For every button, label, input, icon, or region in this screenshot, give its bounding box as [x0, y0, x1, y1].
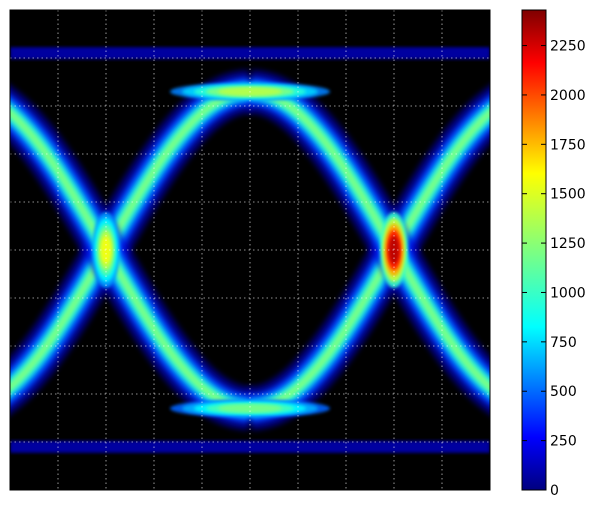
grid [10, 10, 490, 490]
colorbar-tick-label: 750 [550, 335, 577, 351]
colorbar-tick-label: 1750 [550, 137, 586, 153]
colorbar-tick-label: 500 [550, 384, 577, 400]
peak-contour [218, 404, 282, 413]
colorbar-tick-label: 0 [550, 483, 559, 499]
colorbar-tick-label: 250 [550, 434, 577, 450]
edge-rails [10, 47, 490, 453]
density-peaks [92, 82, 408, 418]
plot-frame [9, 9, 491, 491]
peak-left-crossing [92, 212, 120, 288]
colorbar-tick-label: 1250 [550, 236, 586, 252]
plot-area [9, 9, 491, 491]
colorbar: 0 250 500 750 1000 1250 1500 1750 2000 2250 [521, 9, 586, 499]
colorbar-tick-label: 2000 [550, 88, 586, 104]
edge-rail-top [10, 47, 490, 60]
colorbar-tick-label: 1000 [550, 285, 586, 301]
colorbar-gradient [521, 9, 547, 491]
colorbar-tick-label: 2250 [550, 39, 586, 55]
peak-bottom-rail-center [170, 399, 330, 418]
colorbar-ticks: 0 250 500 750 1000 1250 1500 1750 2000 2250 [522, 39, 586, 499]
colorbar-tick-label: 1500 [550, 187, 586, 203]
